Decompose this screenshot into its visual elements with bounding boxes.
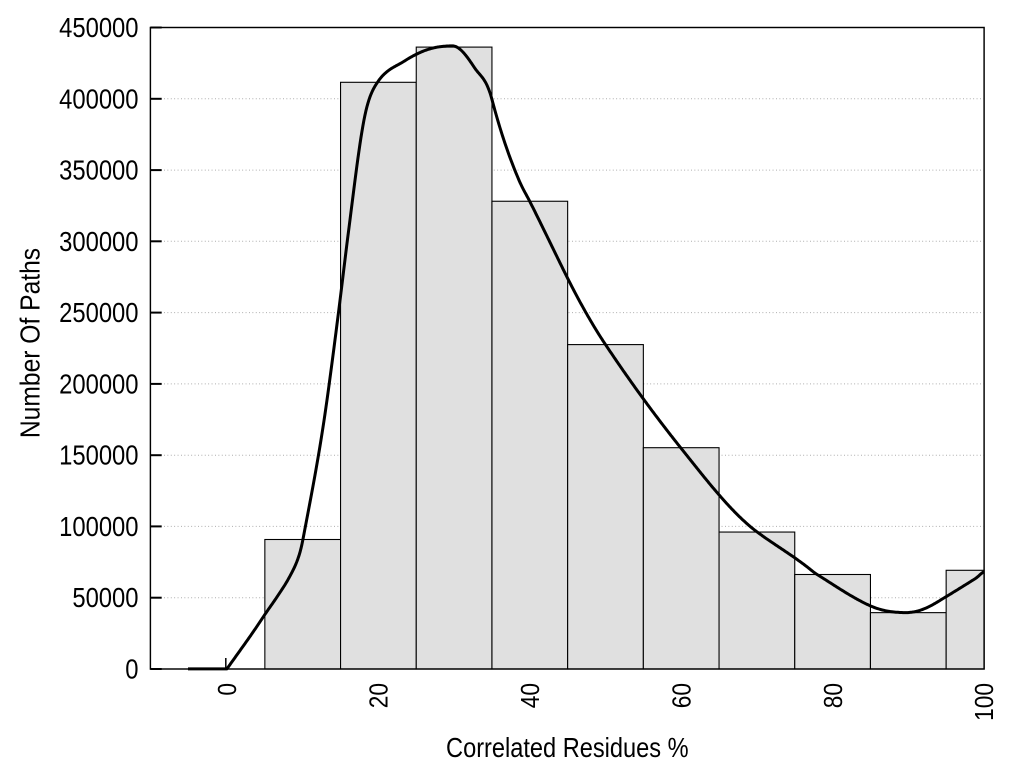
svg-text:40: 40 xyxy=(517,683,546,708)
svg-text:350000: 350000 xyxy=(59,154,138,186)
svg-text:200000: 200000 xyxy=(59,368,138,400)
svg-text:300000: 300000 xyxy=(59,225,138,257)
svg-text:60: 60 xyxy=(668,683,697,708)
svg-text:100000: 100000 xyxy=(59,510,138,542)
svg-text:400000: 400000 xyxy=(59,82,138,114)
svg-text:Number Of Paths: Number Of Paths xyxy=(14,248,46,438)
svg-text:450000: 450000 xyxy=(59,11,138,43)
svg-text:0: 0 xyxy=(214,683,243,696)
svg-text:150000: 150000 xyxy=(59,439,138,471)
svg-text:50000: 50000 xyxy=(72,581,138,613)
svg-text:Correlated Residues %: Correlated Residues % xyxy=(446,733,689,763)
svg-text:0: 0 xyxy=(125,653,138,685)
svg-text:80: 80 xyxy=(820,683,849,708)
svg-text:20: 20 xyxy=(365,683,394,708)
svg-text:100: 100 xyxy=(971,683,1000,721)
svg-text:250000: 250000 xyxy=(59,296,138,328)
